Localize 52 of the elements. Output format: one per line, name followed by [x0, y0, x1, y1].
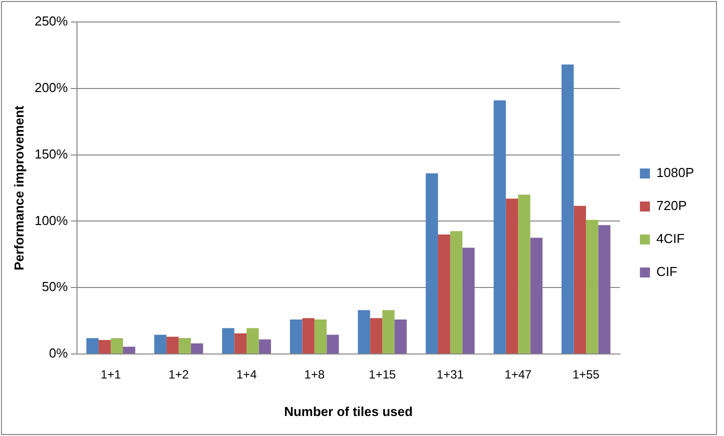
bar	[494, 100, 506, 354]
bar	[326, 334, 339, 354]
bar	[110, 338, 124, 354]
bar	[302, 318, 314, 354]
legend-label: 1080P	[656, 165, 694, 180]
x-axis-title: Number of tiles used	[284, 404, 413, 419]
x-tick-label: 1+31	[436, 368, 464, 382]
y-tick-label: 200%	[34, 80, 68, 95]
y-axis-title: Performance improvement	[11, 104, 26, 270]
y-tick-label: 150%	[34, 146, 68, 162]
bar	[314, 319, 327, 354]
bar	[426, 173, 438, 354]
bar	[86, 338, 99, 354]
bar	[562, 64, 574, 354]
bar	[190, 343, 204, 354]
x-tick-label: 1+4	[236, 368, 258, 382]
bar	[222, 328, 234, 354]
bar	[598, 225, 610, 354]
bar	[358, 310, 370, 354]
bar	[234, 333, 247, 354]
bar	[258, 339, 271, 354]
bar	[98, 340, 111, 354]
legend-label: 4CIF	[656, 231, 685, 246]
y-tick-label: 250%	[34, 14, 68, 29]
bar	[370, 318, 382, 354]
legend-label: CIF	[656, 264, 678, 280]
bar	[574, 206, 586, 354]
bar	[166, 336, 179, 354]
x-tick-label: 1+2	[168, 368, 190, 382]
x-tick-label: 1+47	[504, 368, 532, 382]
bar	[246, 328, 259, 354]
bar	[586, 220, 598, 354]
bar	[506, 198, 518, 354]
bar	[462, 248, 475, 354]
bar	[154, 334, 166, 354]
bar	[518, 194, 530, 354]
bar	[290, 319, 302, 354]
legend-label: 720P	[656, 198, 687, 214]
bar	[123, 346, 136, 354]
y-tick-label: 0%	[49, 346, 68, 361]
bar	[438, 234, 450, 354]
x-tick-label: 1+1	[100, 368, 122, 382]
bar	[382, 310, 395, 354]
y-tick-label: 50%	[42, 279, 68, 294]
bar	[530, 238, 543, 354]
x-tick-label: 1+15	[368, 368, 396, 382]
bar	[178, 338, 191, 354]
x-tick-label: 1+55	[572, 368, 600, 382]
x-tick-label: 1+8	[304, 368, 325, 382]
y-tick-label: 100%	[34, 212, 68, 228]
bar	[394, 319, 407, 354]
bar	[450, 231, 462, 354]
